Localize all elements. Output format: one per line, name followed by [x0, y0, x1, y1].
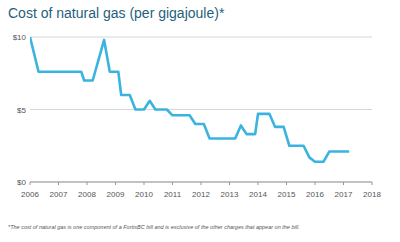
y-tick-label: $5: [17, 106, 26, 115]
x-tick-label: 2016: [306, 190, 324, 199]
x-tick-label: 2010: [135, 190, 153, 199]
x-tick: [343, 182, 344, 185]
x-tick-label: 2009: [107, 190, 125, 199]
chart: Cost of natural gas (per gigajoule)* $0 $5…: [0, 0, 400, 242]
x-tick: [172, 182, 173, 185]
footnote: *The cost of natural gas is one componen…: [8, 224, 300, 230]
x-tick-label: 2012: [192, 190, 210, 199]
x-axis: 2006 2007 2008 2009 2010 2011 2012 2013 2014 2015…: [21, 182, 381, 199]
x-tick: [58, 182, 59, 185]
x-tick: [258, 182, 259, 185]
price-line: [30, 37, 349, 162]
x-tick: [229, 182, 230, 185]
x-tick-label: 2007: [50, 190, 68, 199]
x-tick-label: 2018: [363, 190, 381, 199]
x-tick: [286, 182, 287, 185]
x-tick-label: 2013: [221, 190, 239, 199]
x-tick: [30, 182, 31, 185]
y-tick-label: $0: [17, 178, 26, 187]
y-axis: $0 $5 $10: [13, 33, 372, 187]
x-tick-label: 2011: [164, 190, 182, 199]
marks: [30, 37, 349, 162]
x-tick-label: 2006: [21, 190, 39, 199]
x-tick: [87, 182, 88, 185]
x-tick: [144, 182, 145, 185]
x-tick: [201, 182, 202, 185]
title: Cost of natural gas (per gigajoule)*: [8, 5, 225, 21]
x-tick-label: 2015: [278, 190, 296, 199]
x-tick-label: 2014: [249, 190, 267, 199]
x-tick: [315, 182, 316, 185]
grid-line: [30, 109, 372, 110]
x-tick-label: 2017: [335, 190, 353, 199]
x-tick: [115, 182, 116, 185]
x-tick: [372, 182, 373, 185]
y-tick-label: $10: [13, 33, 27, 42]
x-tick-label: 2008: [78, 190, 96, 199]
grid-line: [30, 37, 372, 38]
